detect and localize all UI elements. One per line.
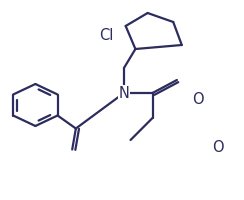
Text: N: N (119, 86, 129, 100)
Text: Cl: Cl (99, 28, 113, 44)
Text: O: O (192, 92, 203, 108)
Text: O: O (213, 140, 224, 154)
